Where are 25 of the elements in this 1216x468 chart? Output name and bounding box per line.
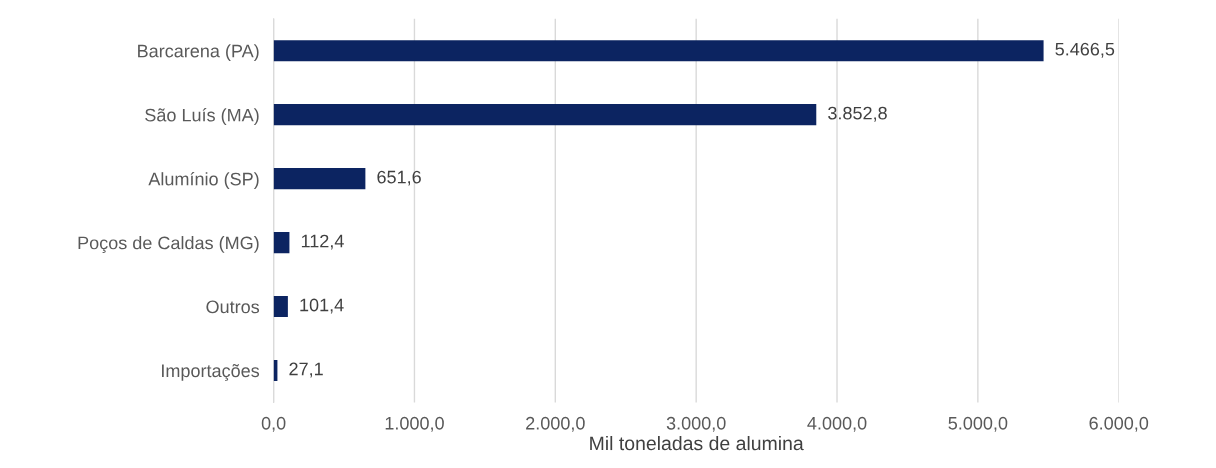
y-tick-label: Barcarena (PA) [138,44,259,61]
bar [273,104,817,126]
bar [273,232,290,254]
x-axis-title: Mil toneladas de alumina [590,435,804,451]
x-tick-label: 1.000,0 [385,416,444,432]
data-label: 651,6 [377,170,421,186]
data-label: 5.466,5 [1055,42,1115,58]
y-tick-label: Alumínio (SP) [148,171,259,189]
x-tick-label: 5.000,0 [948,416,1008,432]
x-tick-label: 3.000,0 [666,416,726,432]
bar [273,168,366,190]
y-tick-label: São Luís (MA) [145,108,259,126]
bar [273,40,1044,62]
x-tick-label: 2.000,0 [526,416,585,432]
y-tick-label: Outros [206,300,260,314]
x-tick-label: 0,0 [261,416,286,432]
bar [273,295,288,318]
data-label: 101,4 [300,298,344,314]
x-tick-label: 6.000,0 [1089,416,1149,432]
data-label: 3.852,8 [828,106,887,122]
y-tick-label: Poços de Caldas (MG) [78,236,259,253]
data-label: 112,4 [301,234,344,250]
x-tick-label: 4.000,0 [807,416,867,432]
data-label: 27,1 [289,362,323,378]
y-tick-label: Importações [162,364,260,381]
